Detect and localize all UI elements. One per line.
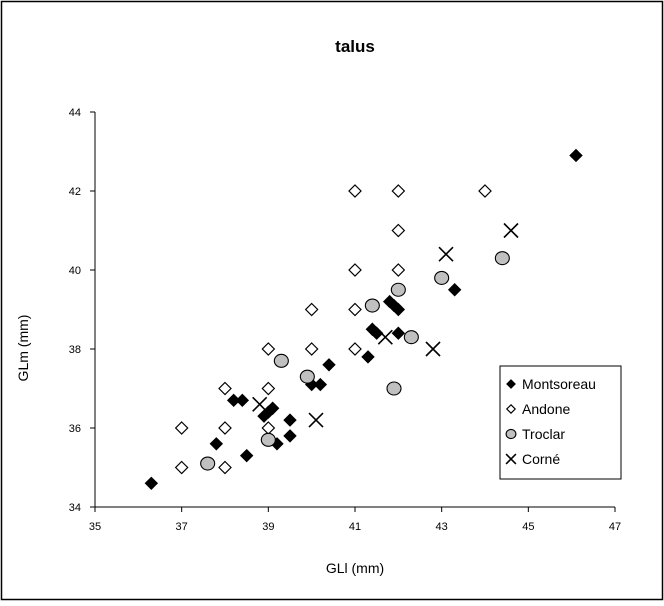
legend-marker-montsoreau [506, 379, 516, 389]
point-troclar [494, 251, 510, 266]
legend-marker-troclar [505, 428, 517, 440]
point-andone [218, 460, 232, 475]
y-tick-label: 40 [69, 265, 81, 277]
point-montsoreau [144, 476, 159, 491]
point-montsoreau [391, 302, 406, 317]
y-tick-label: 34 [69, 502, 81, 514]
point-andone [304, 342, 319, 356]
point-andone [391, 223, 406, 238]
point-troclar [273, 353, 289, 368]
point-montsoreau [391, 326, 406, 340]
legend-label-andone: Andone [522, 401, 570, 417]
x-tick-label: 37 [176, 521, 188, 533]
point-troclar [434, 270, 450, 285]
point-montsoreau [313, 377, 328, 392]
x-tick-label: 47 [609, 521, 621, 533]
point-andone [304, 302, 319, 317]
point-andone [261, 342, 276, 356]
legend-label-troclar: Troclar [522, 426, 565, 442]
y-axis-label: GLm (mm) [15, 315, 31, 382]
point-troclar [386, 381, 402, 396]
chart-title: talus [335, 37, 375, 56]
point-corn- [425, 341, 441, 357]
y-tick-label: 44 [69, 107, 81, 119]
point-andone [348, 302, 362, 317]
point-montsoreau [569, 148, 583, 163]
x-tick-label: 39 [262, 521, 274, 533]
y-tick-label: 36 [69, 423, 81, 435]
x-tick-label: 35 [89, 521, 101, 533]
x-tick-label: 43 [436, 521, 448, 533]
point-montsoreau [447, 283, 462, 297]
point-andone [261, 381, 276, 396]
legend-marker-andone [505, 403, 517, 415]
legend-label-montsoreau: Montsoreau [522, 376, 596, 392]
point-andone [348, 263, 362, 277]
point-andone [218, 421, 232, 435]
point-troclar [390, 282, 406, 297]
point-andone [478, 184, 492, 198]
point-troclar [403, 330, 419, 345]
point-montsoreau [239, 448, 254, 463]
point-troclar [260, 432, 276, 447]
point-corn- [377, 329, 393, 345]
point-corn- [308, 412, 324, 428]
point-andone [348, 342, 362, 356]
point-andone [391, 184, 406, 198]
point-montsoreau [361, 350, 375, 364]
point-corn- [438, 246, 454, 262]
point-troclar [200, 456, 216, 471]
point-montsoreau [235, 393, 250, 408]
x-axis-label: GLl (mm) [326, 560, 384, 576]
point-montsoreau [369, 326, 384, 340]
point-montsoreau [209, 437, 224, 451]
data-points [144, 148, 583, 491]
legend-box [499, 365, 622, 480]
point-troclar [299, 369, 315, 384]
x-tick-label: 45 [522, 521, 534, 533]
point-corn- [252, 396, 268, 412]
point-montsoreau [283, 429, 297, 443]
point-andone [391, 263, 406, 277]
legend-label-corn-: Corné [522, 451, 560, 467]
point-montsoreau [283, 413, 297, 427]
point-andone [174, 460, 189, 475]
y-tick-label: 42 [69, 186, 81, 198]
y-tick-label: 38 [69, 344, 81, 356]
point-montsoreau [265, 401, 280, 415]
legend: Montsoreau Andone Troclar Corné [499, 365, 622, 480]
point-andone [174, 421, 189, 435]
legend-marker-corn- [505, 453, 517, 465]
axis-ticks: 35 37 39 41 43 45 47 34 36 38 40 42 44 [69, 107, 621, 533]
point-troclar [364, 298, 380, 313]
point-corn- [503, 222, 519, 239]
x-tick-label: 41 [349, 521, 361, 533]
point-andone [348, 184, 362, 198]
point-montsoreau [322, 358, 336, 372]
point-andone [218, 381, 232, 396]
